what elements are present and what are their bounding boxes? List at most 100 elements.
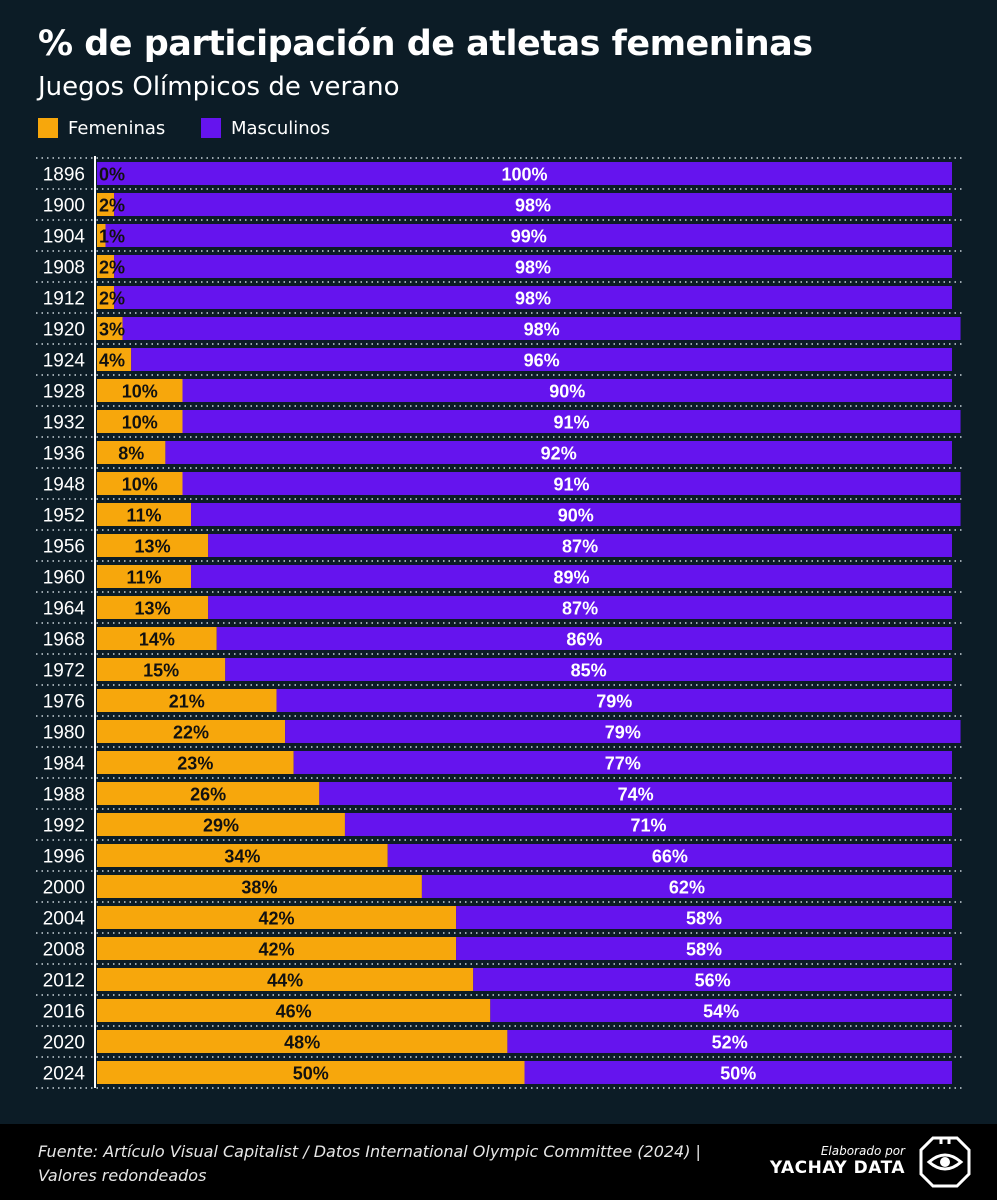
bar-masculinos — [421, 875, 952, 898]
data-label-femeninas: 50% — [293, 1064, 329, 1084]
bar-femeninas — [97, 565, 192, 588]
year-label: 1952 — [43, 506, 85, 527]
data-label-femeninas: 44% — [267, 971, 303, 991]
legend-label-femeninas: Femeninas — [68, 118, 166, 139]
year-label: 2000 — [43, 878, 85, 899]
data-label-femeninas: 13% — [135, 599, 171, 619]
bar-masculinos — [490, 999, 952, 1022]
stacked-bar-chart: 1896 0% 100% 1900 2% 98% 1904 1% 99% 1908 2% 98% 191… — [36, 156, 962, 1089]
data-label-femeninas: 38% — [241, 878, 277, 898]
year-label: 1956 — [43, 537, 85, 558]
data-label-femeninas: 11% — [127, 568, 162, 588]
data-label-femeninas: 8% — [118, 444, 144, 464]
bar-masculinos — [182, 379, 952, 402]
data-label-femeninas: 23% — [177, 754, 213, 774]
data-label-femeninas: 22% — [173, 723, 209, 743]
data-label-masculinos: 62% — [669, 878, 705, 898]
bar-masculinos — [507, 1030, 952, 1053]
data-label-masculinos: 74% — [618, 785, 654, 805]
bar-masculinos — [387, 844, 952, 867]
bar-femeninas — [97, 410, 183, 433]
footer: Fuente: Artículo Visual Capitalist / Dat… — [0, 1124, 997, 1200]
data-label-masculinos: 54% — [703, 1002, 739, 1022]
bar-femeninas — [97, 503, 192, 526]
data-label-masculinos: 52% — [712, 1033, 748, 1053]
bar-femeninas — [97, 379, 183, 402]
bar-femeninas — [97, 689, 277, 712]
data-label-femeninas: 10% — [122, 413, 158, 433]
year-label: 2024 — [43, 1064, 86, 1085]
year-label: 1964 — [43, 599, 86, 620]
data-label-femeninas: 15% — [143, 661, 179, 681]
year-label: 1904 — [43, 227, 86, 248]
bar-masculinos — [293, 751, 952, 774]
bar-masculinos — [191, 565, 953, 588]
bar-femeninas — [97, 1030, 508, 1053]
data-label-masculinos: 92% — [541, 444, 577, 464]
bar-femeninas — [97, 627, 217, 650]
bar-femeninas — [97, 193, 115, 216]
year-label: 1928 — [43, 382, 85, 403]
year-label: 2020 — [43, 1033, 85, 1054]
data-label-femeninas: 10% — [122, 382, 158, 402]
bar-masculinos — [225, 658, 952, 681]
data-label-masculinos: 86% — [566, 630, 602, 650]
bar-femeninas — [97, 224, 106, 247]
bar-femeninas — [97, 1061, 525, 1084]
bar-femeninas — [97, 658, 226, 681]
data-label-femeninas: 11% — [127, 506, 162, 526]
bar-masculinos — [276, 689, 952, 712]
data-label-masculinos: 85% — [571, 661, 607, 681]
bar-masculinos — [473, 968, 952, 991]
bar-masculinos — [208, 596, 952, 619]
bar-masculinos — [216, 627, 952, 650]
bar-masculinos — [208, 534, 952, 557]
bar-femeninas — [97, 751, 294, 774]
data-label-femeninas: 2% — [99, 258, 125, 278]
bar-masculinos — [182, 410, 961, 433]
data-label-masculinos: 91% — [554, 413, 590, 433]
data-label-femeninas: 48% — [284, 1033, 320, 1053]
bar-masculinos — [114, 193, 953, 216]
bar-masculinos — [182, 472, 961, 495]
legend-swatch-masculinos — [201, 118, 221, 138]
credit-small-text: Elaborado por — [820, 1144, 905, 1158]
bar-femeninas — [97, 534, 209, 557]
bar-femeninas — [97, 286, 115, 309]
data-label-femeninas: 2% — [99, 289, 125, 309]
bar-masculinos — [344, 813, 952, 836]
year-label: 1924 — [43, 351, 86, 372]
source-line-2: Valores redondeados — [38, 1166, 207, 1185]
chart-subtitle: Juegos Olímpicos de verano — [38, 72, 400, 102]
data-label-masculinos: 77% — [605, 754, 641, 774]
legend-label-masculinos: Masculinos — [231, 118, 331, 139]
year-label: 1900 — [43, 196, 85, 217]
data-label-femeninas: 10% — [122, 475, 158, 495]
year-label: 1948 — [43, 475, 85, 496]
year-label: 1896 — [43, 165, 85, 186]
bar-femeninas — [97, 720, 286, 743]
bar-femeninas — [97, 937, 457, 960]
data-label-masculinos: 90% — [558, 506, 594, 526]
data-label-masculinos: 100% — [501, 165, 547, 185]
bar-femeninas — [97, 782, 320, 805]
data-label-masculinos: 96% — [524, 351, 560, 371]
year-label: 1996 — [43, 847, 85, 868]
data-label-masculinos: 90% — [549, 382, 585, 402]
legend-swatch-femeninas — [38, 118, 58, 138]
year-label: 1988 — [43, 785, 85, 806]
bar-femeninas — [97, 255, 115, 278]
data-label-masculinos: 87% — [562, 599, 598, 619]
chart-title: % de participación de atletas femeninas — [38, 24, 813, 64]
year-label: 1968 — [43, 630, 85, 651]
year-label: 1960 — [43, 568, 85, 589]
year-label: 1972 — [43, 661, 85, 682]
bar-femeninas — [97, 906, 457, 929]
data-label-masculinos: 58% — [686, 940, 722, 960]
bar-masculinos — [114, 255, 953, 278]
data-label-masculinos: 87% — [562, 537, 598, 557]
data-label-femeninas: 21% — [169, 692, 205, 712]
data-label-femeninas: 42% — [259, 940, 295, 960]
data-label-masculinos: 99% — [511, 227, 547, 247]
source-note: Fuente: Artículo Visual Capitalist / Dat… — [38, 1140, 758, 1188]
